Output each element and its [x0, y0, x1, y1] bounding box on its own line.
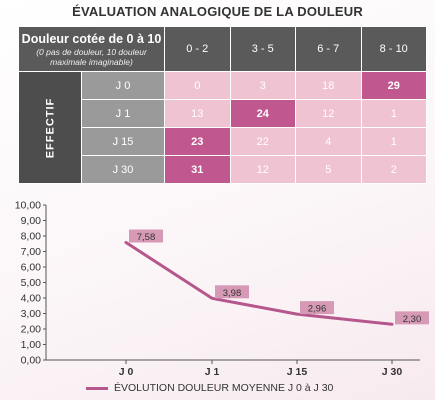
- row-label-day: J 1: [82, 100, 164, 127]
- y-tick-label: 4,00: [21, 293, 42, 305]
- data-label-box: [395, 311, 429, 325]
- data-label-box: [129, 229, 163, 243]
- table-cell: 0: [165, 72, 230, 99]
- table-cell: 4: [296, 128, 361, 155]
- column-header-range: 0 - 2: [165, 27, 230, 71]
- table-row: J 1 13 24 12 1: [19, 100, 426, 127]
- legend-swatch: [86, 386, 108, 390]
- x-tick-label: J 0: [119, 366, 134, 378]
- table-cell: 3: [230, 72, 295, 99]
- row-label-day: J 0: [82, 72, 164, 99]
- effectif-group-label: EFFECTIF: [44, 97, 56, 158]
- table-cell: 24: [230, 100, 295, 127]
- y-tick-label: 3,00: [21, 308, 42, 320]
- x-axis: J 0 J 1 J 15 J 30: [46, 359, 420, 378]
- table-row: J 15 23 22 4 1: [19, 128, 426, 155]
- series-line: [124, 241, 394, 326]
- data-labels-layer: 7,58 3,98 2,96 2,30: [129, 229, 429, 325]
- table-cell: 22: [230, 128, 295, 155]
- pain-scale-sublabel: (0 pas de douleur, 10 douleur maximale i…: [36, 46, 147, 67]
- pain-distribution-table: Douleur cotée de 0 à 10 (0 pas de douleu…: [18, 26, 427, 184]
- data-label: 2,96: [308, 304, 327, 315]
- table-cell: 1: [361, 100, 426, 127]
- chart-legend: ÉVOLUTION DOULEUR MOYENNE J 0 à J 30: [86, 380, 333, 396]
- table-cell: 5: [296, 156, 361, 183]
- pain-evolution-line-chart: 0,00 1,00 2,00 3,00 4,00 5,00 6,00 7,00 8,00 9,00…: [15, 200, 429, 378]
- table-header-row: Douleur cotée de 0 à 10 (0 pas de douleu…: [19, 27, 426, 71]
- table-cell: 12: [230, 156, 295, 183]
- table-cell: 1: [361, 128, 426, 155]
- y-tick-label: 5,00: [21, 277, 42, 289]
- effectif-group-label-cell: EFFECTIF: [19, 72, 81, 183]
- column-header-range: 3 - 5: [230, 27, 295, 71]
- y-tick-label: 0,00: [21, 355, 42, 367]
- table-cell: 23: [165, 128, 230, 155]
- data-label: 2,30: [403, 314, 422, 325]
- x-tick-label: J 30: [382, 366, 403, 378]
- x-tick-label: J 1: [205, 366, 220, 378]
- y-axis: 0,00 1,00 2,00 3,00 4,00 5,00 6,00 7,00 8,00 9,00…: [15, 200, 47, 367]
- y-tick-label: 6,00: [21, 262, 42, 274]
- table-cell: 12: [296, 100, 361, 127]
- y-tick-label: 10,00: [15, 200, 41, 212]
- row-label-day: J 30: [82, 156, 164, 183]
- column-header-range: 8 - 10: [361, 27, 426, 71]
- y-tick-label: 2,00: [21, 324, 42, 336]
- page-title: ÉVALUATION ANALOGIQUE DE LA DOULEUR: [72, 4, 363, 19]
- table-row: EFFECTIF J 0 0 3 18 29: [19, 72, 426, 183]
- row-label-day: J 15: [82, 128, 164, 155]
- data-label-box: [300, 301, 334, 315]
- table-header-label-cell: Douleur cotée de 0 à 10 (0 pas de douleu…: [19, 27, 164, 71]
- table-cell: 2: [361, 156, 426, 183]
- pain-scale-label: Douleur cotée de 0 à 10: [21, 31, 162, 46]
- table-cell: 31: [165, 156, 230, 183]
- table-cell: 29: [361, 72, 426, 99]
- column-header-range: 6 - 7: [296, 27, 361, 71]
- y-tick-label: 7,00: [21, 246, 42, 258]
- data-label: 3,98: [223, 288, 242, 299]
- table-cell: 13: [165, 100, 230, 127]
- y-tick-label: 1,00: [21, 339, 42, 351]
- x-tick-label: J 15: [287, 366, 308, 378]
- data-label: 7,58: [137, 232, 156, 243]
- y-tick-label: 9,00: [21, 215, 42, 227]
- legend-label: ÉVOLUTION DOULEUR MOYENNE J 0 à J 30: [114, 382, 334, 394]
- table-cell: 18: [296, 72, 361, 99]
- data-label-box: [215, 285, 249, 299]
- y-tick-label: 8,00: [21, 231, 42, 243]
- series-layer: [124, 241, 394, 326]
- table-row: J 30 31 12 5 2: [19, 156, 426, 183]
